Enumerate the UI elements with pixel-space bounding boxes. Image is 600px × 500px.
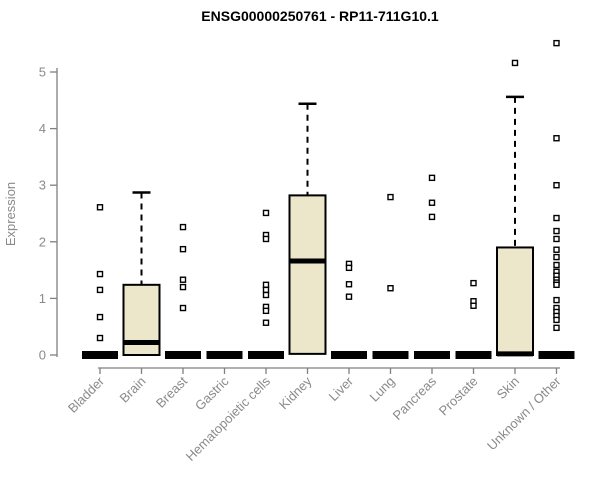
box-collapsed (248, 351, 284, 359)
outlier-point (387, 193, 394, 201)
outlier-point (179, 283, 187, 291)
box-series (82, 39, 575, 359)
box-collapsed (455, 351, 492, 359)
box-collapsed (372, 351, 409, 359)
outlier-point (262, 209, 270, 217)
y-tick-label: 1 (39, 291, 46, 306)
boxplot-prostate (455, 279, 492, 359)
boxplot-pancreas (414, 174, 450, 359)
outlier-point (553, 181, 560, 189)
outlier-point (470, 279, 477, 287)
chart-title: ENSG00000250761 - RP11-711G10.1 (201, 8, 439, 24)
outlier-point (553, 253, 560, 261)
boxplot-breast (165, 223, 201, 359)
y-tick-label: 5 (39, 65, 46, 80)
outlier-point (262, 235, 270, 243)
y-axis-title: Expression (3, 182, 18, 246)
x-tick-label-skin: Skin (494, 374, 522, 402)
boxplot-gastric (206, 351, 243, 359)
boxplot-liver (331, 260, 367, 359)
outlier-point (553, 281, 560, 289)
outlier-point (428, 199, 436, 206)
x-tick-label-gastric: Gastric (192, 373, 232, 413)
box-collapsed (331, 351, 367, 359)
outlier-point (553, 235, 560, 243)
outlier-point (470, 302, 477, 309)
outlier-point (553, 39, 560, 47)
outlier-point (96, 313, 104, 321)
outlier-point (553, 227, 560, 235)
x-tick-label-breast: Breast (153, 373, 190, 410)
boxplot-skin (496, 59, 534, 357)
boxplot-lung (372, 193, 409, 359)
outlier-point (179, 276, 187, 283)
x-tick-label-liver: Liver (326, 373, 357, 404)
x-tick-label-prostate: Prostate (436, 374, 481, 419)
outlier-point (96, 334, 104, 342)
x-tick-label-bladder: Bladder (65, 373, 108, 416)
box-iqr (496, 246, 534, 357)
y-tick-label: 4 (39, 121, 46, 136)
outlier-point (96, 270, 104, 278)
outlier-point (262, 281, 270, 289)
outlier-point (96, 204, 104, 211)
outlier-point (262, 319, 270, 326)
boxplot-unknown-other (538, 39, 575, 359)
outlier-point (553, 135, 560, 142)
outlier-point (553, 296, 560, 304)
y-tick-label: 2 (39, 234, 46, 249)
outlier-point (345, 264, 353, 272)
box-collapsed (538, 351, 575, 359)
x-tick-label-pancreas: Pancreas (390, 373, 440, 423)
outlier-point (428, 213, 436, 221)
outlier-point (345, 281, 353, 288)
y-tick-label: 0 (39, 348, 46, 363)
x-tick-label-lung: Lung (367, 374, 398, 405)
boxplot-brain (122, 191, 161, 357)
box-collapsed (82, 351, 118, 359)
outlier-point (553, 324, 560, 332)
x-tick-label-kidney: Kidney (276, 373, 315, 412)
box-iqr (288, 194, 327, 355)
outlier-point (179, 304, 187, 312)
y-tick-label: 3 (39, 178, 46, 193)
x-tick-label-unknown-other: Unknown / Other (484, 373, 564, 453)
outlier-point (179, 223, 187, 231)
outlier-point (553, 246, 560, 253)
box-collapsed (206, 351, 243, 359)
outlier-point (262, 286, 270, 294)
x-tick-label-brain: Brain (117, 374, 149, 406)
outlier-point (553, 261, 560, 269)
boxplot-kidney (288, 102, 327, 355)
outlier-point (179, 245, 187, 253)
outlier-point (262, 291, 270, 299)
box-collapsed (165, 351, 201, 359)
outlier-point (428, 174, 436, 182)
outlier-point (553, 214, 560, 222)
outlier-point (96, 286, 104, 294)
outlier-point (553, 316, 560, 324)
outlier-point (387, 285, 394, 292)
outlier-point (345, 293, 353, 300)
boxplot-hematopoietic-cells (248, 209, 284, 359)
outlier-point (511, 59, 519, 67)
outlier-point (262, 307, 270, 315)
boxplot-bladder (82, 204, 118, 359)
box-collapsed (414, 351, 450, 359)
